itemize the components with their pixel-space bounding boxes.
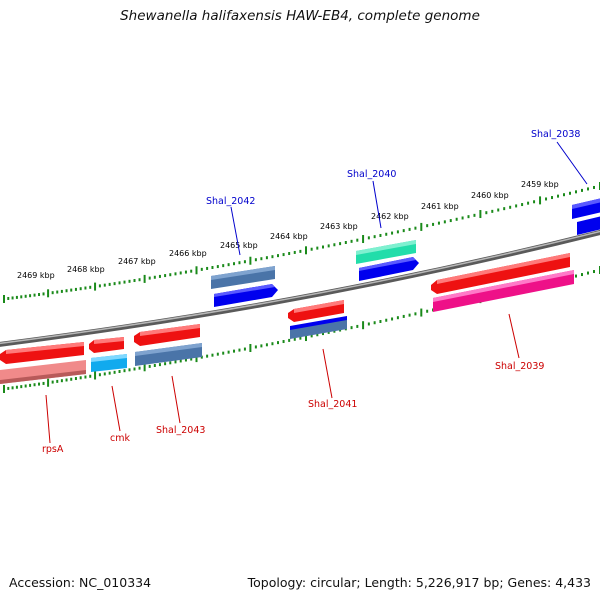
genome-summary-text: Topology: circular; Length: 5,226,917 bp… — [247, 575, 591, 590]
label-Shal_2041[interactable]: Shal_2041 — [308, 399, 357, 410]
label-Shal_2039[interactable]: Shal_2039 — [495, 361, 544, 372]
label-Shal_2042[interactable]: Shal_2042 — [206, 196, 255, 207]
feature-rpsA-cds-shade — [0, 370, 86, 384]
feature-Shal_2043-cds-highlight — [135, 343, 202, 356]
feature-Shal_2042-cds[interactable] — [214, 284, 278, 307]
leader-cmk — [111, 385, 121, 432]
ruler-label-2459: 2459 kbp — [521, 180, 559, 189]
ruler-label-2465: 2465 kbp — [220, 241, 258, 250]
genome-backbone-highlight — [0, 230, 600, 345]
label-Shal_2040[interactable]: Shal_2040 — [347, 169, 396, 180]
feature-cmk-cds-highlight — [91, 354, 127, 362]
feature-rpsA-highlight — [6, 342, 84, 354]
leader-rpsA — [45, 394, 51, 444]
ruler-labels: 2469 kbp 2468 kbp 2467 kbp 2466 kbp 2465… — [17, 180, 559, 280]
feature-cmk-highlight — [94, 337, 124, 344]
accession-text: Accession: NC_010334 — [9, 575, 152, 590]
outer-ruler — [3, 182, 600, 303]
feature-Shal_2040-cds[interactable] — [359, 257, 419, 281]
ruler-label-2469: 2469 kbp — [17, 271, 55, 280]
ruler-label-2462: 2462 kbp — [371, 212, 409, 221]
feature-Shal_2041-highlight — [294, 300, 344, 313]
ruler-label-2466: 2466 kbp — [169, 249, 207, 258]
feature-Shal_2043-highlight — [140, 324, 200, 336]
forward-features — [211, 198, 600, 307]
leader-Shal_2043 — [171, 375, 181, 424]
feature-Shal_2038-cds[interactable] — [577, 216, 600, 235]
feature-Shal_2040-cds-highlight — [359, 257, 416, 271]
leader-Shal_2039 — [508, 313, 520, 359]
ruler-label-2468: 2468 kbp — [67, 265, 105, 274]
leader-Shal_2040 — [372, 180, 382, 229]
feature-Shal_2038-highlight — [572, 198, 600, 209]
feature-Shal_2039-cds-highlight — [433, 270, 574, 302]
leader-Shal_2041 — [322, 348, 333, 399]
leader-lines — [45, 141, 588, 444]
feature-Shal_2042-cds-highlight — [214, 284, 275, 297]
map-title: Shewanella halifaxensis HAW-EB4, complet… — [120, 8, 480, 24]
ruler-label-2464: 2464 kbp — [270, 232, 308, 241]
label-cmk[interactable]: cmk — [110, 433, 130, 444]
label-Shal_2038[interactable]: Shal_2038 — [531, 129, 580, 140]
ruler-label-2461: 2461 kbp — [421, 202, 459, 211]
reverse-features — [0, 253, 574, 384]
feature-Shal_2040-highlight — [356, 240, 416, 255]
genome-backbone — [0, 229, 600, 347]
ruler-label-2460: 2460 kbp — [471, 191, 509, 200]
label-Shal_2043[interactable]: Shal_2043 — [156, 425, 205, 436]
feature-Shal_2041-cds2[interactable] — [290, 320, 347, 339]
gene-labels: Shal_2038 Shal_2040 Shal_2042 Shal_2039 … — [42, 129, 580, 455]
label-rpsA[interactable]: rpsA — [42, 444, 64, 455]
leader-Shal_2038 — [556, 141, 588, 185]
ruler-label-2467: 2467 kbp — [118, 257, 156, 266]
feature-Shal_2039-highlight — [437, 253, 570, 284]
leader-Shal_2042 — [230, 206, 241, 256]
ruler-label-2463: 2463 kbp — [320, 222, 358, 231]
feature-Shal_2042-highlight — [211, 266, 275, 280]
